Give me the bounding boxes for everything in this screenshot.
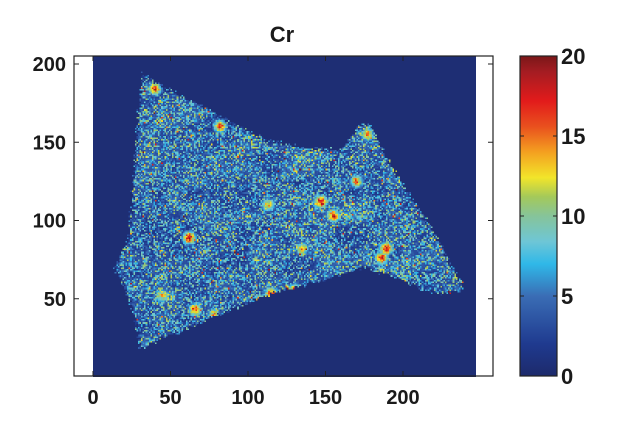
axes-frame xyxy=(73,55,494,377)
colorbar-tick-label: 20 xyxy=(561,44,585,69)
heatmap-image xyxy=(93,56,476,377)
colorbar-tick-label: 5 xyxy=(561,284,573,309)
y-tick-label: 50 xyxy=(44,289,66,311)
x-tick-label: 150 xyxy=(309,387,342,409)
x-tick-label: 50 xyxy=(159,387,181,409)
colorbar-tick-label: 0 xyxy=(561,364,573,389)
y-tick-label: 150 xyxy=(33,132,66,154)
colorbar-tick-label: 10 xyxy=(561,204,585,229)
x-tick-label: 100 xyxy=(231,387,264,409)
x-tick-label: 0 xyxy=(87,387,98,409)
y-tick-label: 200 xyxy=(33,54,66,76)
chart-title: Cr xyxy=(270,22,295,47)
x-tick-label: 200 xyxy=(386,387,419,409)
colorbar xyxy=(519,55,558,377)
y-tick-label: 100 xyxy=(33,211,66,233)
colorbar-tick-label: 15 xyxy=(561,124,585,149)
y-axis: 50 100 150 200 xyxy=(33,54,493,311)
x-axis: 0 50 100 150 200 xyxy=(87,56,420,409)
colorbar-axis: 0 5 10 15 20 xyxy=(520,44,585,389)
